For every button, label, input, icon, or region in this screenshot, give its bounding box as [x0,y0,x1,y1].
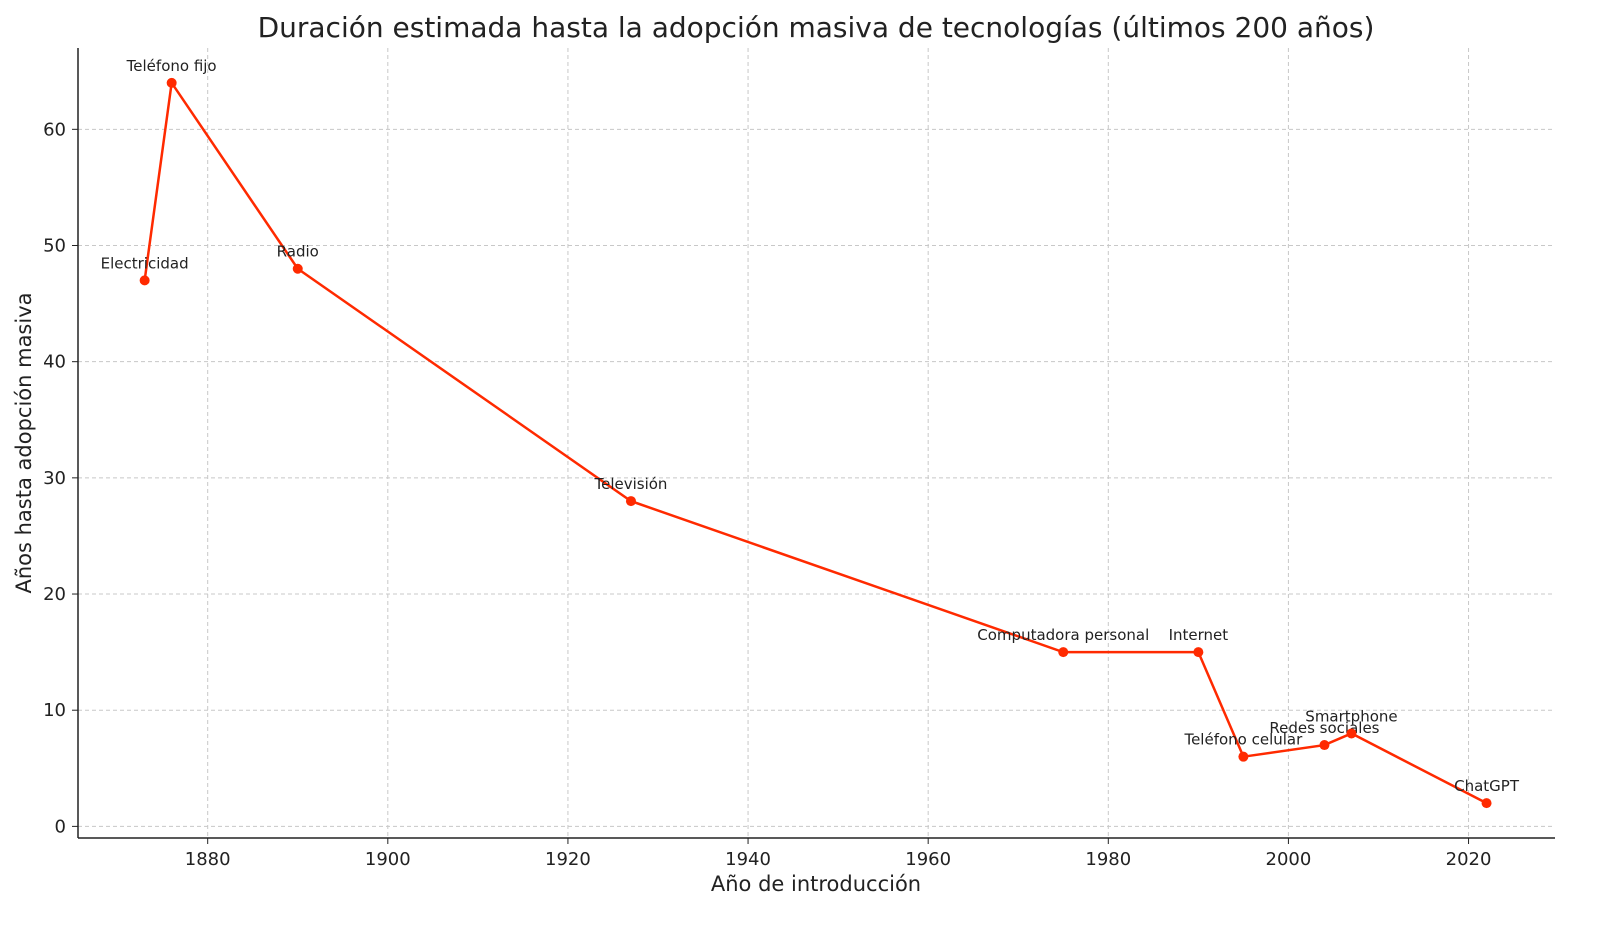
x-tick-label: 1920 [545,849,591,870]
data-point [1058,647,1069,658]
y-tick-label: 20 [43,584,66,605]
data-point [1319,740,1330,751]
data-point [625,496,636,507]
x-tick-label: 1880 [185,849,231,870]
data-point [1193,647,1204,658]
grid [78,48,1555,838]
data-point [1481,798,1492,809]
data-points: Electricidad Teléfono fijo Radio Televisión… [101,57,1520,809]
y-axis-label: Años hasta adopción masiva [12,292,36,593]
data-point [139,275,150,286]
x-tick-label: 1940 [725,849,771,870]
data-point [166,77,177,88]
y-tick-label: 60 [43,119,66,140]
data-label: ChatGPT [1454,777,1520,795]
x-tick-label: 2000 [1266,849,1312,870]
ticks: 1880 1900 1920 1940 1960 1980 2000 2020 0 10 20 30 4… [43,119,1491,870]
data-label: Radio [277,243,319,261]
y-tick-label: 0 [55,816,66,837]
data-point [292,263,303,274]
chart-title: Duración estimada hasta la adopción masi… [258,11,1375,44]
x-tick-label: 1960 [905,849,951,870]
y-tick-label: 30 [43,468,66,489]
x-tick-label: 1980 [1085,849,1131,870]
y-tick-label: 40 [43,352,66,373]
data-point [1238,751,1249,762]
y-tick-label: 50 [43,236,66,257]
data-label: Smartphone [1305,707,1397,725]
data-label: Teléfono celular [1183,731,1303,749]
x-axis-label: Año de introducción [711,872,921,896]
series-line [143,79,1488,805]
data-label: Computadora personal [977,626,1149,644]
data-point [1346,728,1357,739]
data-label: Teléfono fijo [126,57,217,75]
data-label: Electricidad [101,254,189,272]
x-tick-label: 2020 [1446,849,1492,870]
data-label: Televisión [593,475,667,493]
y-tick-label: 10 [43,700,66,721]
data-label: Internet [1169,626,1229,644]
x-tick-label: 1900 [365,849,411,870]
